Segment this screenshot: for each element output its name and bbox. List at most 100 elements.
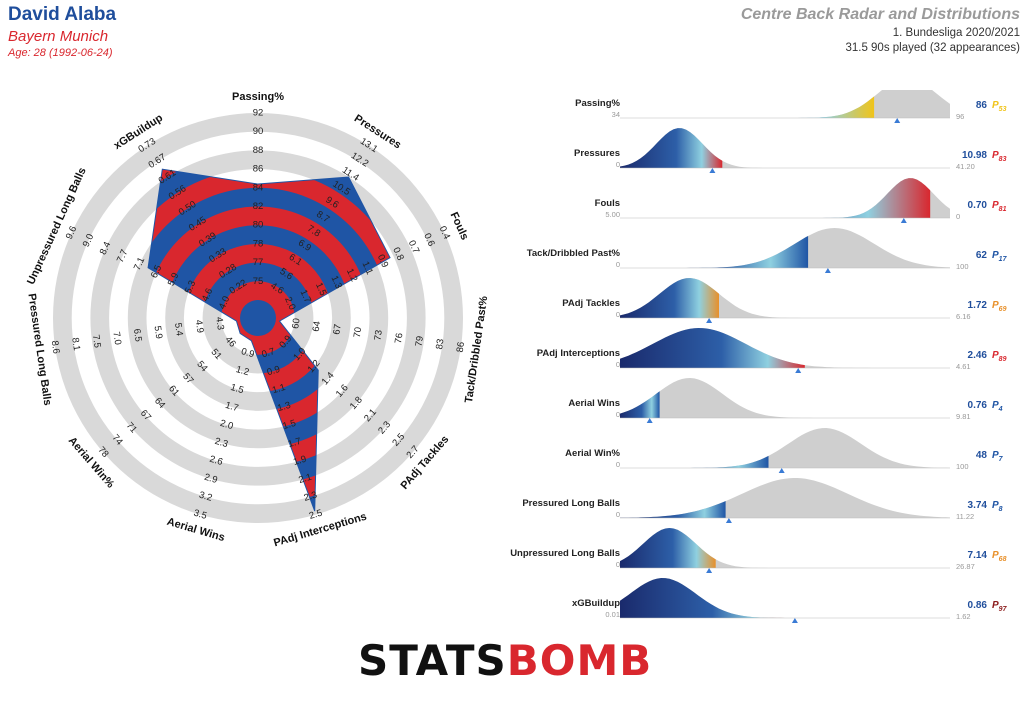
radar-tick-label: 2.0: [282, 295, 297, 312]
distribution-marker: [795, 368, 802, 373]
radar-tick-label: 6.5: [131, 328, 144, 343]
metric-value: 0.76: [968, 400, 988, 411]
metric-value: 10.98: [962, 150, 987, 161]
metric-label: Pressures: [574, 148, 620, 159]
distribution-row: Passing%34 96 86 P53: [575, 90, 1007, 123]
radar-tick-label: 1.5: [282, 418, 298, 432]
radar-tick-label: 1.2: [235, 364, 251, 378]
radar-tick-label: 2.3: [303, 490, 319, 504]
radar-tick-label: 5.9: [166, 271, 181, 288]
metric-value: 86: [976, 100, 988, 111]
metric-percentile: P7: [992, 450, 1004, 463]
metric-value: 62: [976, 250, 988, 261]
radar-tick-label: 86: [455, 341, 467, 353]
distribution-marker: [900, 218, 907, 223]
distribution-curve: [620, 378, 950, 418]
metric-value: 1.72: [968, 300, 988, 311]
distribution-marker: [824, 268, 831, 273]
radar-tick-label: 5.3: [183, 279, 198, 296]
radar-tick-label: 75: [253, 276, 264, 287]
radar-tick-label: 0.9: [266, 364, 282, 378]
metric-min: 0: [616, 360, 620, 369]
radar-tick-label: 1.1: [271, 382, 287, 396]
distribution-marker: [725, 518, 732, 523]
metric-max: 100: [956, 462, 969, 471]
radar-tick-label: 0.9: [375, 253, 390, 270]
radar-tick-label: 1.7: [298, 288, 313, 305]
metric-max: 9.81: [956, 412, 971, 421]
radar-axis-label: Aerial Wins: [165, 516, 226, 544]
metric-max: 6.16: [956, 312, 971, 321]
distribution-curve: [620, 478, 950, 518]
metric-label: Aerial Wins: [568, 398, 620, 409]
radar-tick-label: 77: [253, 257, 264, 268]
statsbomb-logo: STATSBOMB: [358, 640, 652, 682]
radar-band: [240, 300, 276, 336]
player-header: David Alaba Bayern Munich Age: 28 (1992-…: [8, 4, 116, 59]
distribution-fill: [620, 328, 805, 368]
radar-tick-label: 8.4: [98, 240, 113, 257]
metric-percentile: P83: [992, 150, 1007, 163]
metric-label: PAdj Interceptions: [537, 348, 620, 359]
radar-tick-label: 1.5: [229, 382, 245, 396]
radar-tick-label: 9.0: [81, 232, 96, 249]
report-title: Centre Back Radar and Distributions: [740, 6, 1020, 23]
logo-part-1: STATS: [358, 636, 507, 685]
metric-min: 0: [616, 460, 620, 469]
radar-tick-label: 0.7: [260, 346, 276, 360]
radar-tick-label: 4.0: [217, 294, 232, 311]
radar-tick-label: 2.6: [208, 454, 224, 468]
radar-tick-label: 2.9: [203, 472, 219, 486]
radar-tick-label: 0.7: [406, 239, 421, 256]
distribution-fill: [620, 96, 875, 118]
distribution-fill: [620, 391, 660, 418]
team-name: Bayern Munich: [8, 28, 109, 45]
metric-percentile: P97: [992, 600, 1008, 613]
radar-tick-label: 1.3: [328, 274, 343, 291]
radar-outline: [147, 168, 391, 512]
radar-tick-label: 67: [331, 323, 343, 335]
radar-tick-label: 7.5: [90, 334, 103, 349]
distribution-fill: [620, 128, 723, 168]
radar-tick-label: 73: [372, 329, 384, 341]
metric-percentile: P4: [992, 400, 1003, 413]
radar-tick-label: 2.3: [213, 436, 229, 450]
distribution-marker: [706, 318, 713, 323]
metric-value: 2.46: [968, 350, 988, 361]
competition-label: 1. Bundesliga 2020/2021: [892, 27, 1020, 39]
distribution-fill: [620, 578, 789, 618]
metric-min: 0: [616, 260, 620, 269]
radar-tick-label: 0.9: [240, 346, 256, 360]
metric-percentile: P81: [992, 200, 1007, 213]
metric-value: 7.14: [968, 550, 988, 561]
metric-label: Tack/Dribbled Past%: [527, 248, 621, 259]
metric-value: 48: [976, 450, 988, 461]
distribution-marker: [706, 568, 713, 573]
metric-min: 0.01: [605, 610, 620, 619]
metric-max: 11.22: [956, 512, 974, 521]
distribution-fill: [620, 235, 809, 268]
distribution-fill: [620, 455, 769, 468]
radar-tick-label: 4.3: [213, 316, 226, 331]
radar-tick-label: 2.0: [219, 418, 235, 432]
metric-percentile: P8: [992, 500, 1003, 513]
radar-tick-label: 5.9: [152, 325, 165, 340]
radar-tick-label: 7.0: [110, 331, 123, 346]
radar-axis-label: Passing%: [232, 91, 284, 103]
metric-min: 5.00: [605, 210, 620, 219]
radar-tick-label: 7.1: [132, 256, 147, 273]
radar-tick-label: 0.8: [390, 246, 405, 263]
radar-tick-label: 76: [393, 332, 405, 344]
metric-max: 0: [956, 212, 960, 221]
radar-tick-label: 88: [253, 145, 264, 156]
distribution-fill: [620, 278, 719, 318]
radar-tick-label: 2.1: [297, 472, 313, 486]
radar-tick-label: 4.6: [200, 287, 215, 304]
radar-axis-label: Pressured Long Balls: [25, 293, 53, 407]
radar-tick-label: 1.5: [313, 281, 328, 298]
radar-tick-label: 1.2: [344, 267, 359, 284]
